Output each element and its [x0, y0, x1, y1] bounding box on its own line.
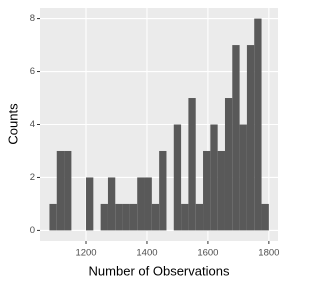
bar: [181, 203, 189, 231]
bar: [64, 150, 72, 231]
x-tick-label: 1800: [258, 248, 279, 259]
bar: [129, 203, 138, 231]
bar: [195, 203, 204, 231]
y-tick-label: 0: [30, 225, 35, 236]
bar: [49, 203, 57, 231]
bar: [107, 177, 116, 231]
bar: [261, 203, 269, 231]
bar: [144, 177, 152, 231]
bar: [151, 203, 160, 231]
bar: [254, 18, 262, 231]
y-tick-label: 6: [30, 66, 35, 77]
bar: [224, 98, 233, 231]
y-tick-label: 4: [30, 119, 35, 130]
bar: [203, 150, 211, 231]
bar: [86, 177, 94, 231]
x-tick-label: 1400: [136, 248, 157, 259]
y-axis-title: Counts: [5, 103, 20, 145]
bar: [56, 150, 65, 231]
bar: [217, 150, 225, 231]
bar: [232, 45, 240, 231]
bar: [159, 150, 167, 231]
bar: [122, 203, 130, 231]
axes: 0 2 4 6 8 1200 1400 1600 1800: [30, 13, 280, 258]
bar: [239, 124, 247, 231]
bar: [137, 177, 145, 231]
bar: [173, 124, 182, 231]
x-axis-title: Number of Observations: [89, 263, 230, 278]
y-tick-label: 8: [30, 13, 35, 24]
bar: [210, 124, 218, 231]
bar: [115, 203, 123, 231]
chart: 0 2 4 6 8 1200 1400 1600 1800 Number of Observat…: [5, 8, 280, 278]
bar: [100, 203, 108, 231]
x-tick-label: 1200: [75, 248, 96, 259]
y-tick-label: 2: [30, 172, 35, 183]
x-tick-label: 1600: [197, 248, 218, 259]
bar: [246, 45, 255, 231]
bars: [49, 18, 269, 231]
bar: [188, 98, 196, 231]
